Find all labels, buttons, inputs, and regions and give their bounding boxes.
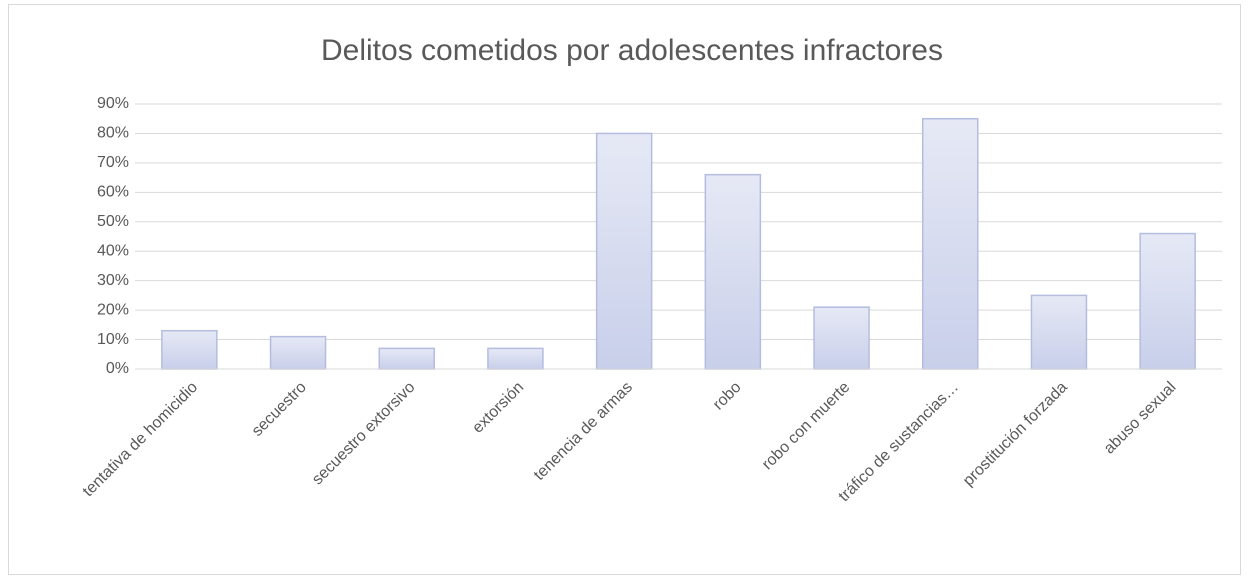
bar bbox=[1030, 294, 1088, 370]
bar bbox=[922, 117, 979, 370]
y-tick-label: 30% bbox=[97, 272, 129, 289]
bar bbox=[378, 347, 435, 370]
bar bbox=[704, 173, 762, 370]
y-tick-label: 0% bbox=[106, 360, 129, 377]
bar bbox=[487, 347, 544, 370]
y-tick-label: 90% bbox=[97, 95, 129, 112]
y-tick-label: 40% bbox=[97, 242, 129, 259]
y-tick-label: 70% bbox=[97, 154, 129, 171]
bar bbox=[269, 335, 327, 370]
y-tick-label: 20% bbox=[97, 301, 129, 318]
bar bbox=[813, 306, 870, 370]
bar bbox=[161, 329, 218, 370]
y-tick-label: 80% bbox=[97, 125, 129, 142]
bar bbox=[1139, 232, 1196, 370]
y-tick-label: 10% bbox=[97, 331, 129, 348]
y-tick-label: 50% bbox=[97, 213, 129, 230]
bar bbox=[595, 132, 653, 370]
y-tick-label: 60% bbox=[97, 184, 129, 201]
chart-title: Delitos cometidos por adolescentes infra… bbox=[321, 34, 943, 67]
